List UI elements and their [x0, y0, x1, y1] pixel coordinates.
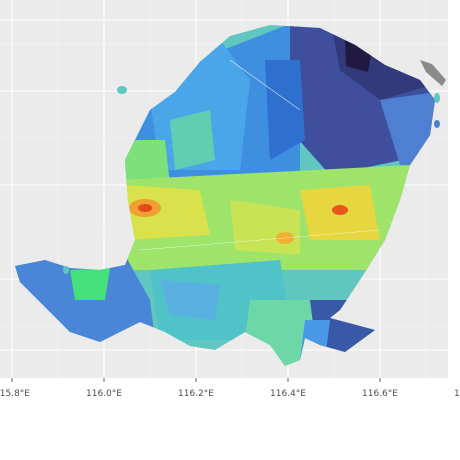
islet — [434, 93, 440, 103]
x-tick-label: 115.8°E — [0, 389, 30, 399]
x-tick-label: 116.2°E — [178, 389, 214, 399]
islet — [434, 120, 440, 128]
x-tick-label: 116.4°E — [270, 389, 306, 399]
x-tick-label: 116.0°E — [86, 389, 122, 399]
x-tick-label: 116.8°E — [454, 389, 460, 399]
islet — [420, 60, 446, 86]
x-tick-label: 116.6°E — [362, 389, 398, 399]
islet — [117, 86, 127, 94]
islet — [63, 266, 69, 274]
